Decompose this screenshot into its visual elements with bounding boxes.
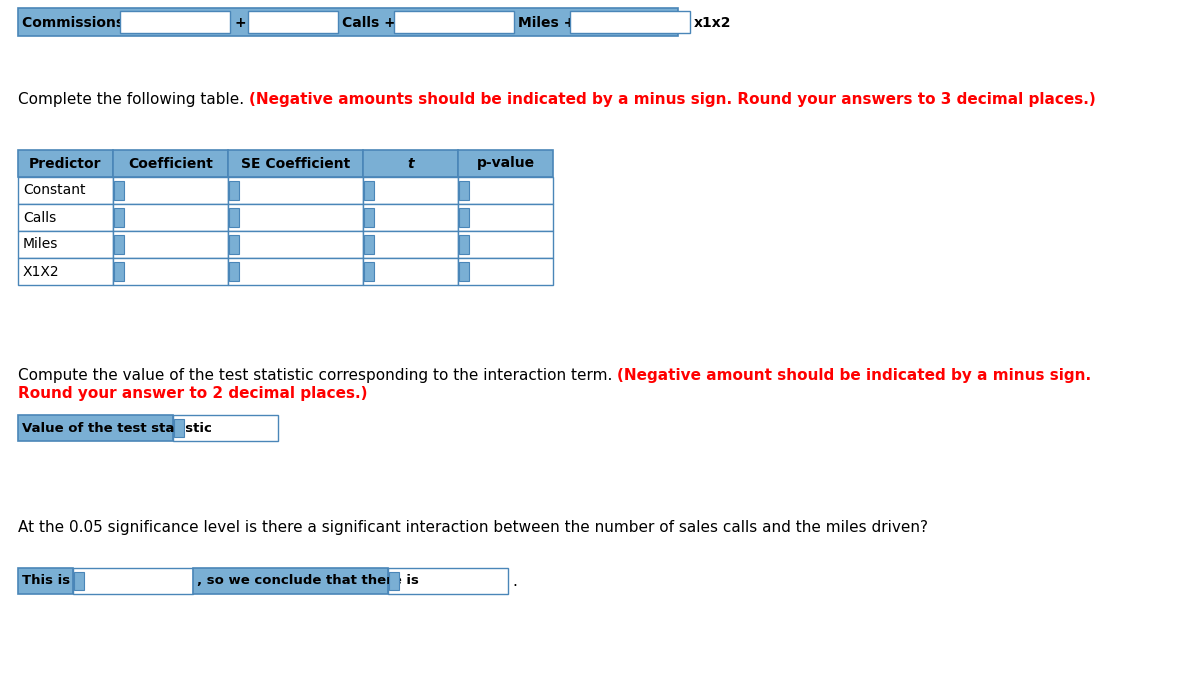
Bar xyxy=(458,181,469,200)
Bar xyxy=(229,262,239,281)
Bar xyxy=(113,258,228,285)
Bar xyxy=(229,235,239,254)
Bar xyxy=(174,419,184,437)
Bar xyxy=(458,235,469,254)
Bar xyxy=(364,231,458,258)
Bar xyxy=(364,258,458,285)
Bar xyxy=(248,11,338,33)
Bar xyxy=(114,208,124,227)
Bar xyxy=(18,177,113,204)
Text: p-value: p-value xyxy=(476,157,534,170)
Bar xyxy=(74,572,84,590)
Bar xyxy=(364,235,374,254)
Text: x1x2: x1x2 xyxy=(694,16,732,30)
Text: (Negative amounts should be indicated by a minus sign. Round your answers to 3 d: (Negative amounts should be indicated by… xyxy=(250,92,1096,107)
Bar xyxy=(570,11,690,33)
Bar xyxy=(228,177,364,204)
Text: (Negative amount should be indicated by a minus sign.: (Negative amount should be indicated by … xyxy=(617,368,1091,383)
Text: Calls: Calls xyxy=(23,210,56,224)
Bar xyxy=(18,204,113,231)
Bar xyxy=(458,177,553,204)
Bar xyxy=(458,208,469,227)
Text: Miles: Miles xyxy=(23,237,59,251)
Text: SE Coefficient: SE Coefficient xyxy=(241,157,350,170)
Bar xyxy=(228,150,364,177)
Text: +: + xyxy=(234,16,246,30)
Text: This is: This is xyxy=(22,575,70,587)
Bar xyxy=(18,231,113,258)
Bar xyxy=(18,258,113,285)
Bar xyxy=(229,208,239,227)
Bar xyxy=(364,204,458,231)
Bar xyxy=(364,181,374,200)
Bar xyxy=(458,231,553,258)
Bar xyxy=(113,231,228,258)
Bar xyxy=(394,11,514,33)
Bar xyxy=(193,568,388,594)
Bar xyxy=(113,150,228,177)
Bar xyxy=(458,262,469,281)
Bar xyxy=(229,181,239,200)
Bar xyxy=(389,572,398,590)
Text: t: t xyxy=(407,157,414,170)
Bar xyxy=(458,150,553,177)
Bar xyxy=(114,235,124,254)
Bar xyxy=(364,208,374,227)
Bar xyxy=(18,415,173,441)
Bar xyxy=(120,11,230,33)
Text: At the 0.05 significance level is there a significant interaction between the nu: At the 0.05 significance level is there … xyxy=(18,520,928,535)
Text: Complete the following table.: Complete the following table. xyxy=(18,92,250,107)
Text: Coefficient: Coefficient xyxy=(128,157,212,170)
Text: Calls +: Calls + xyxy=(342,16,396,30)
Text: Compute the value of the test statistic corresponding to the interaction term.: Compute the value of the test statistic … xyxy=(18,368,617,383)
Bar xyxy=(228,258,364,285)
Bar xyxy=(388,568,508,594)
Text: .: . xyxy=(512,573,517,589)
Text: Round your answer to 2 decimal places.): Round your answer to 2 decimal places.) xyxy=(18,386,367,401)
Text: Value of the test statistic: Value of the test statistic xyxy=(22,422,212,435)
Bar xyxy=(458,258,553,285)
Bar xyxy=(18,568,73,594)
Bar xyxy=(173,415,278,441)
Bar xyxy=(18,8,678,36)
Bar xyxy=(228,204,364,231)
Bar xyxy=(113,204,228,231)
Bar xyxy=(228,231,364,258)
Bar xyxy=(364,150,458,177)
Bar xyxy=(458,204,553,231)
Text: , so we conclude that there is: , so we conclude that there is xyxy=(197,575,419,587)
Bar xyxy=(73,568,193,594)
Bar xyxy=(114,262,124,281)
Text: Predictor: Predictor xyxy=(29,157,102,170)
Bar xyxy=(364,177,458,204)
Bar xyxy=(18,150,113,177)
Bar xyxy=(364,262,374,281)
Bar xyxy=(113,177,228,204)
Text: Constant: Constant xyxy=(23,184,85,197)
Text: Miles +: Miles + xyxy=(518,16,575,30)
Text: X1X2: X1X2 xyxy=(23,264,60,279)
Text: Commissions =: Commissions = xyxy=(22,16,140,30)
Bar xyxy=(114,181,124,200)
